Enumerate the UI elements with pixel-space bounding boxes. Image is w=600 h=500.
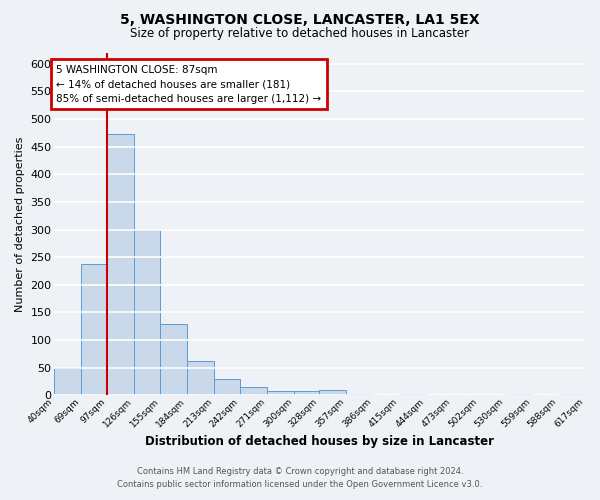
Y-axis label: Number of detached properties: Number of detached properties [15, 136, 25, 312]
Bar [107, 134, 134, 396]
Bar [81, 264, 107, 396]
Text: 5, WASHINGTON CLOSE, LANCASTER, LA1 5EX: 5, WASHINGTON CLOSE, LANCASTER, LA1 5EX [120, 12, 480, 26]
Bar [214, 380, 240, 396]
Bar [240, 387, 267, 396]
Bar [134, 230, 160, 396]
Bar [505, 394, 532, 396]
Bar [399, 394, 426, 396]
Text: Size of property relative to detached houses in Lancaster: Size of property relative to detached ho… [130, 28, 470, 40]
Text: 5 WASHINGTON CLOSE: 87sqm
← 14% of detached houses are smaller (181)
85% of semi: 5 WASHINGTON CLOSE: 87sqm ← 14% of detac… [56, 64, 322, 104]
Bar [160, 324, 187, 396]
Bar [346, 394, 373, 396]
Bar [267, 391, 293, 396]
Bar [319, 390, 346, 396]
Text: Contains HM Land Registry data © Crown copyright and database right 2024.
Contai: Contains HM Land Registry data © Crown c… [118, 468, 482, 489]
X-axis label: Distribution of detached houses by size in Lancaster: Distribution of detached houses by size … [145, 434, 494, 448]
Bar [293, 391, 319, 396]
Bar [55, 368, 81, 396]
Bar [559, 394, 585, 396]
Bar [187, 361, 214, 396]
